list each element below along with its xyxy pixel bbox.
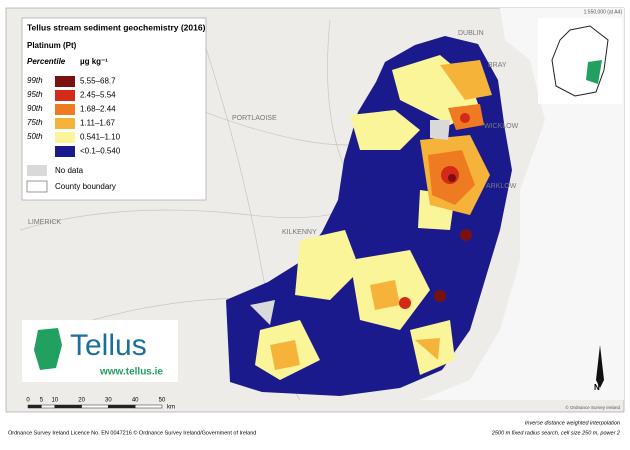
unit-header: µg kg⁻¹ xyxy=(80,57,108,66)
legend-percentile: 75th xyxy=(27,118,43,127)
legend-range: 2.45–5.54 xyxy=(80,91,116,100)
logo-url: www.tellus.ie xyxy=(99,367,163,378)
peak-spots xyxy=(434,174,472,302)
scale-tick-label: 40 xyxy=(132,398,139,404)
legend-element: Platinum (Pt) xyxy=(27,41,77,50)
place-label: LIMERICK xyxy=(28,219,61,226)
scale-segment xyxy=(134,404,163,409)
legend-range: 1.68–2.44 xyxy=(80,105,116,114)
no-data-swatch xyxy=(27,165,47,176)
place-label: WICKLOW xyxy=(484,123,519,130)
scale-segment xyxy=(108,404,136,409)
legend-range: 5.55–68.7 xyxy=(80,77,116,86)
scale-tick-label: 5 xyxy=(40,398,44,404)
place-label: DUBLIN xyxy=(458,30,484,37)
scale-tick-label: 20 xyxy=(78,398,85,404)
legend-swatch xyxy=(55,76,75,87)
percentile-header: Percentile xyxy=(27,57,66,66)
north-arrow xyxy=(596,345,604,388)
legend-percentile: 95th xyxy=(27,90,43,99)
logo-name: Tellus xyxy=(70,329,147,362)
legend-box xyxy=(21,17,207,201)
legend-range: <0.1–0.540 xyxy=(80,147,121,156)
scale-segment xyxy=(54,404,82,409)
scale-tick-label: 30 xyxy=(105,398,112,404)
legend-percentile: 50th xyxy=(27,132,43,141)
scale-segment xyxy=(81,404,109,409)
scale-segment xyxy=(41,404,56,409)
scale-tick-label: 0 xyxy=(26,398,30,404)
method-detail: 2500 m fixed radius search, cell size 25… xyxy=(491,430,620,436)
legend-rows: 99th 5.55–68.7 95th 2.45–5.54 90th 1.68–2.44 7… xyxy=(27,76,121,157)
scale-tick-label: 50 xyxy=(159,398,166,404)
place-label: ARKLOW xyxy=(486,183,517,190)
scale-segment xyxy=(27,404,42,409)
legend-swatch xyxy=(55,90,75,101)
north-label: N xyxy=(594,383,600,392)
licence: Ordnance Survey Ireland Licence No. EN 0… xyxy=(8,429,256,436)
no-data-label: No data xyxy=(55,166,84,175)
legend-percentile: 90th xyxy=(27,104,43,113)
legend-range: 0.541–1.10 xyxy=(80,133,121,142)
legend-percentile: 99th xyxy=(27,76,43,85)
scale-tick-label: 10 xyxy=(51,398,58,404)
county-label: County boundary xyxy=(55,182,116,191)
method: Inverse distance weighted interpolation xyxy=(525,420,620,426)
place-labels: DUBLIN BRAY WICKLOW ARKLOW KILKENNY LIME… xyxy=(28,30,519,236)
copyright: © Ordnance Survey Ireland xyxy=(565,404,620,410)
place-label: PORTLAOISE xyxy=(232,115,277,122)
place-label: BRAY xyxy=(488,62,507,69)
legend-swatch xyxy=(55,104,75,115)
scale-unit: km xyxy=(167,405,175,411)
scale-note: 1:550,000 (at A4) xyxy=(584,9,623,15)
legend-title: Tellus stream sediment geochemistry (201… xyxy=(27,22,206,32)
inset-area xyxy=(586,60,602,84)
place-label: KILKENNY xyxy=(282,229,317,236)
logo-icon xyxy=(34,328,62,370)
legend-range: 1.11–1.67 xyxy=(80,119,116,128)
legend-swatch xyxy=(55,132,75,143)
legend-swatch xyxy=(55,118,75,129)
county-swatch xyxy=(26,180,48,193)
legend-swatch xyxy=(55,146,75,157)
sea xyxy=(420,8,624,400)
no-data-area xyxy=(250,120,450,325)
